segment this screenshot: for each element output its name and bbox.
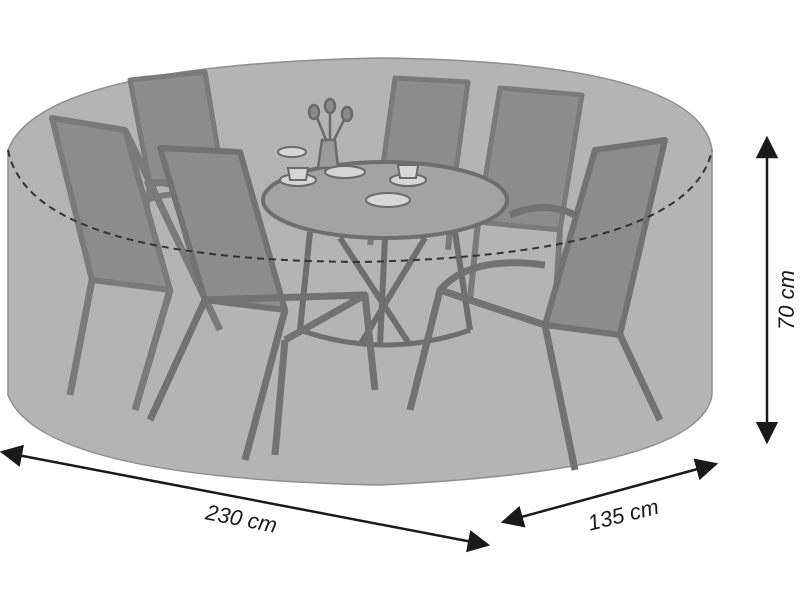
- flower-vase-icon: [307, 97, 354, 170]
- front-chair-middle: [146, 145, 379, 461]
- depth-arrow: [500, 458, 719, 528]
- cover-dashed-edge: [7, 149, 713, 264]
- front-chair-right: [406, 137, 668, 471]
- height-label: 70 cm: [774, 270, 799, 330]
- depth-label: 135 cm: [585, 494, 661, 536]
- length-arrow: [0, 444, 491, 553]
- cups-and-plates-icon: [277, 146, 427, 208]
- length-label: 230 cm: [203, 499, 280, 537]
